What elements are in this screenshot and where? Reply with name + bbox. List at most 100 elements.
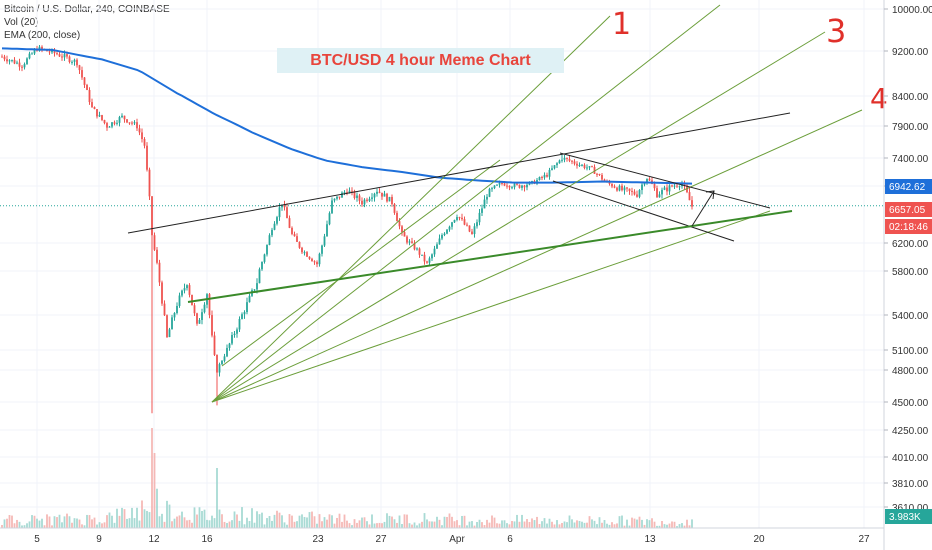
- volume-bar: [93, 517, 96, 528]
- candle-body: [388, 196, 391, 202]
- volume-bar: [616, 523, 618, 528]
- volume-bar: [246, 517, 248, 528]
- price-tick-label: 10000.00: [892, 5, 932, 16]
- candle-body: [198, 319, 201, 324]
- candle-body: [393, 204, 396, 213]
- price-tick-label: 5400.00: [892, 311, 929, 322]
- volume-bar: [128, 518, 131, 528]
- volume-bar: [658, 525, 661, 528]
- candle-body: [143, 139, 146, 146]
- candle-body: [581, 164, 583, 166]
- volume-bar: [358, 520, 361, 528]
- volume-bar: [111, 515, 113, 528]
- candle-body: [561, 159, 563, 161]
- volume-bar: [61, 522, 63, 528]
- volume-bar: [498, 523, 501, 528]
- candle-body: [83, 77, 86, 85]
- candle-body: [613, 186, 616, 188]
- candle-body: [643, 183, 646, 185]
- candle-body: [671, 185, 673, 187]
- price-tick-label: 7900.00: [892, 122, 929, 133]
- candle-body: [51, 49, 53, 53]
- candle-body: [688, 192, 691, 201]
- candle-body: [328, 213, 331, 225]
- volume-bar: [683, 525, 686, 528]
- candle-body: [413, 242, 416, 250]
- candle-body: [426, 261, 428, 263]
- candle-body: [23, 64, 26, 68]
- volume-bar: [383, 521, 386, 528]
- candle-body: [508, 185, 511, 188]
- volume-bar: [446, 516, 448, 528]
- candle-body: [658, 194, 661, 198]
- candle-body: [633, 191, 636, 195]
- volume-bar: [281, 515, 283, 528]
- price-axis[interactable]: 10000.009200.008400.007900.007400.006900…: [883, 0, 932, 550]
- volume-bar: [631, 517, 633, 528]
- candle-body: [31, 53, 33, 55]
- candle-body: [63, 54, 66, 58]
- candle-body: [208, 294, 211, 316]
- upper-resistance-line: [127, 112, 791, 234]
- candle-body: [463, 219, 466, 225]
- candle-body: [656, 188, 658, 198]
- candle-body: [263, 254, 266, 262]
- volume-bar: [83, 525, 86, 528]
- volume-bar: [53, 516, 56, 528]
- time-tick-label: 5: [34, 534, 40, 545]
- candle-body: [306, 252, 308, 257]
- candle-body: [583, 164, 586, 168]
- volume-bar: [443, 516, 446, 528]
- volume-bar: [108, 512, 111, 528]
- candle-body: [441, 235, 443, 239]
- volume-bar: [41, 518, 43, 528]
- price-tick-label: 9200.00: [892, 47, 929, 58]
- candle-body: [146, 145, 148, 170]
- volume-bar: [298, 515, 301, 528]
- volume-bar: [516, 514, 518, 528]
- candle-body: [663, 187, 666, 190]
- volume-bar: [403, 514, 406, 528]
- volume-bar: [341, 521, 343, 528]
- volume-bar: [466, 525, 468, 528]
- volume-bar: [161, 513, 163, 528]
- volume-bar: [201, 510, 203, 528]
- candle-body: [586, 167, 588, 169]
- candle-body: [571, 160, 573, 162]
- candle-body: [8, 60, 11, 62]
- candle-body: [216, 354, 218, 373]
- candle-body: [73, 59, 76, 62]
- volume-bar: [196, 514, 198, 528]
- candle-body: [546, 174, 548, 177]
- candle-body: [618, 185, 621, 191]
- volume-bar: [678, 524, 681, 528]
- candle-body: [111, 122, 113, 127]
- time-tick-label: 12: [148, 534, 160, 545]
- volume-bar: [123, 509, 126, 528]
- volume-bar: [606, 523, 608, 528]
- volume-bar: [166, 500, 168, 528]
- candle-body: [493, 185, 496, 189]
- volume-bar: [176, 516, 178, 528]
- candle-body: [501, 182, 503, 184]
- volume-bar: [191, 522, 193, 528]
- volume-bar: [433, 521, 436, 528]
- candle-body: [286, 207, 288, 219]
- volume-bar: [338, 513, 341, 528]
- chart-title-annotation: BTC/USD 4 hour Meme Chart: [277, 48, 564, 73]
- volume-bar: [393, 519, 396, 528]
- candle-body: [573, 161, 576, 164]
- volume-bar: [163, 521, 166, 528]
- candle-body: [548, 169, 551, 177]
- volume-bar: [178, 515, 181, 528]
- volume-bar: [378, 522, 381, 528]
- candle-body: [1, 56, 3, 58]
- candle-body: [588, 166, 591, 168]
- volume-bar: [501, 520, 503, 528]
- candle-body: [443, 233, 446, 236]
- volume-bar: [146, 510, 148, 528]
- volume-bar: [656, 525, 658, 528]
- time-axis[interactable]: 5 9 12 16 23 27 Apr 6 13 20 27: [0, 527, 884, 545]
- candle-body: [93, 107, 96, 110]
